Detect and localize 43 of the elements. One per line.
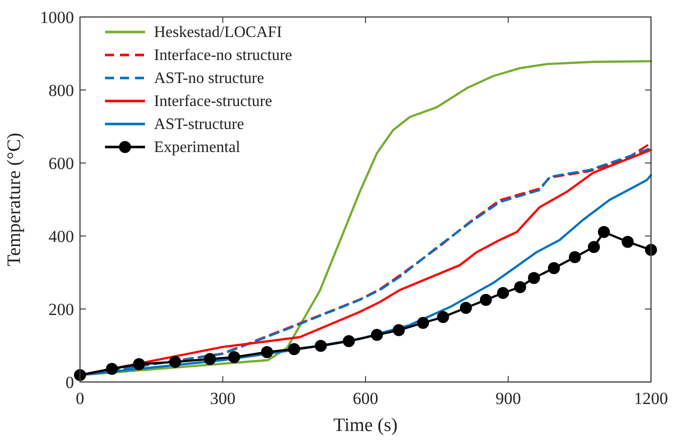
point (622, 236, 634, 248)
point (497, 286, 510, 299)
point (106, 362, 118, 375)
legend-label: Interface-no structure (154, 47, 292, 64)
point (417, 316, 430, 329)
y-tick-label: 0 (66, 373, 74, 392)
point (169, 356, 182, 368)
point (74, 369, 86, 382)
y-tick-label: 200 (48, 300, 74, 319)
x-tick-label: 900 (496, 389, 521, 408)
x-tick-label: 1200 (634, 389, 668, 408)
point (514, 281, 526, 294)
point (460, 302, 472, 314)
point (261, 346, 274, 358)
point (314, 340, 327, 352)
x-axis-title: Time (s) (333, 415, 398, 436)
legend-label: Interface-structure (154, 93, 272, 110)
point (342, 335, 355, 348)
y-axis-title: Temperature (°C) (4, 132, 25, 266)
point (228, 351, 240, 364)
point (370, 328, 383, 341)
point (204, 353, 216, 366)
point (588, 240, 600, 253)
point (133, 358, 146, 370)
point (548, 262, 560, 274)
point (288, 343, 300, 356)
point (437, 311, 450, 324)
point (480, 294, 492, 306)
point (392, 324, 405, 336)
y-tick-label: 1000 (40, 8, 74, 27)
legend-label: Heskestad/LOCAFI (154, 24, 282, 41)
y-tick-label: 600 (48, 154, 74, 173)
x-tick-label: 300 (210, 389, 236, 408)
legend-label: AST-no structure (154, 70, 264, 87)
legend-label: AST-structure (154, 116, 244, 133)
point (645, 244, 657, 256)
point (598, 226, 610, 238)
point (568, 251, 581, 264)
x-tick-label: 600 (352, 389, 378, 408)
legend-label: Experimental (154, 139, 241, 156)
point (528, 272, 540, 284)
y-tick-label: 800 (48, 81, 74, 100)
y-tick-label: 400 (48, 227, 74, 246)
